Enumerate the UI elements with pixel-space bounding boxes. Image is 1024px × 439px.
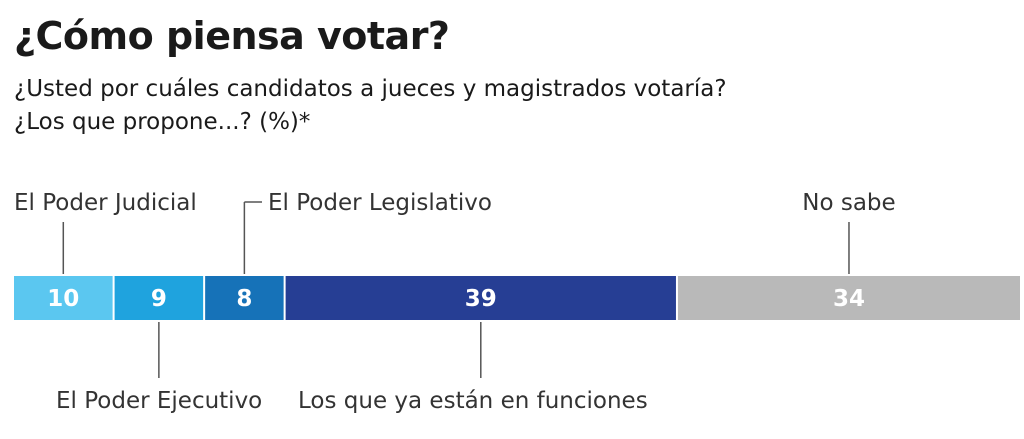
category-label-1: El Poder Judicial	[14, 190, 197, 216]
bar-segment-3	[205, 276, 284, 320]
category-label-3: El Poder Legislativo	[268, 190, 492, 216]
category-label-4: Los que ya están en funciones	[298, 388, 648, 414]
bar-segment-1	[14, 276, 113, 320]
category-label-5: No sabe	[802, 190, 895, 216]
bar-segment-4	[285, 276, 676, 320]
bar-value-label-1: 10	[47, 286, 79, 312]
bar-segment-2	[114, 276, 204, 320]
chart-subtitle-line-1: ¿Usted por cuáles candidatos a jueces y …	[14, 76, 727, 102]
category-label-2: El Poder Ejecutivo	[56, 388, 262, 414]
chart-subtitle-line-2: ¿Los que propone...? (%)*	[14, 109, 311, 135]
bar-value-label-4: 39	[465, 286, 497, 312]
chart-title: ¿Cómo piensa votar?	[14, 14, 450, 58]
bar-value-label-3: 8	[236, 286, 252, 312]
bar-value-label-2: 9	[151, 286, 167, 312]
bar-value-label-5: 34	[833, 286, 865, 312]
bar-segment-5	[677, 276, 1020, 320]
